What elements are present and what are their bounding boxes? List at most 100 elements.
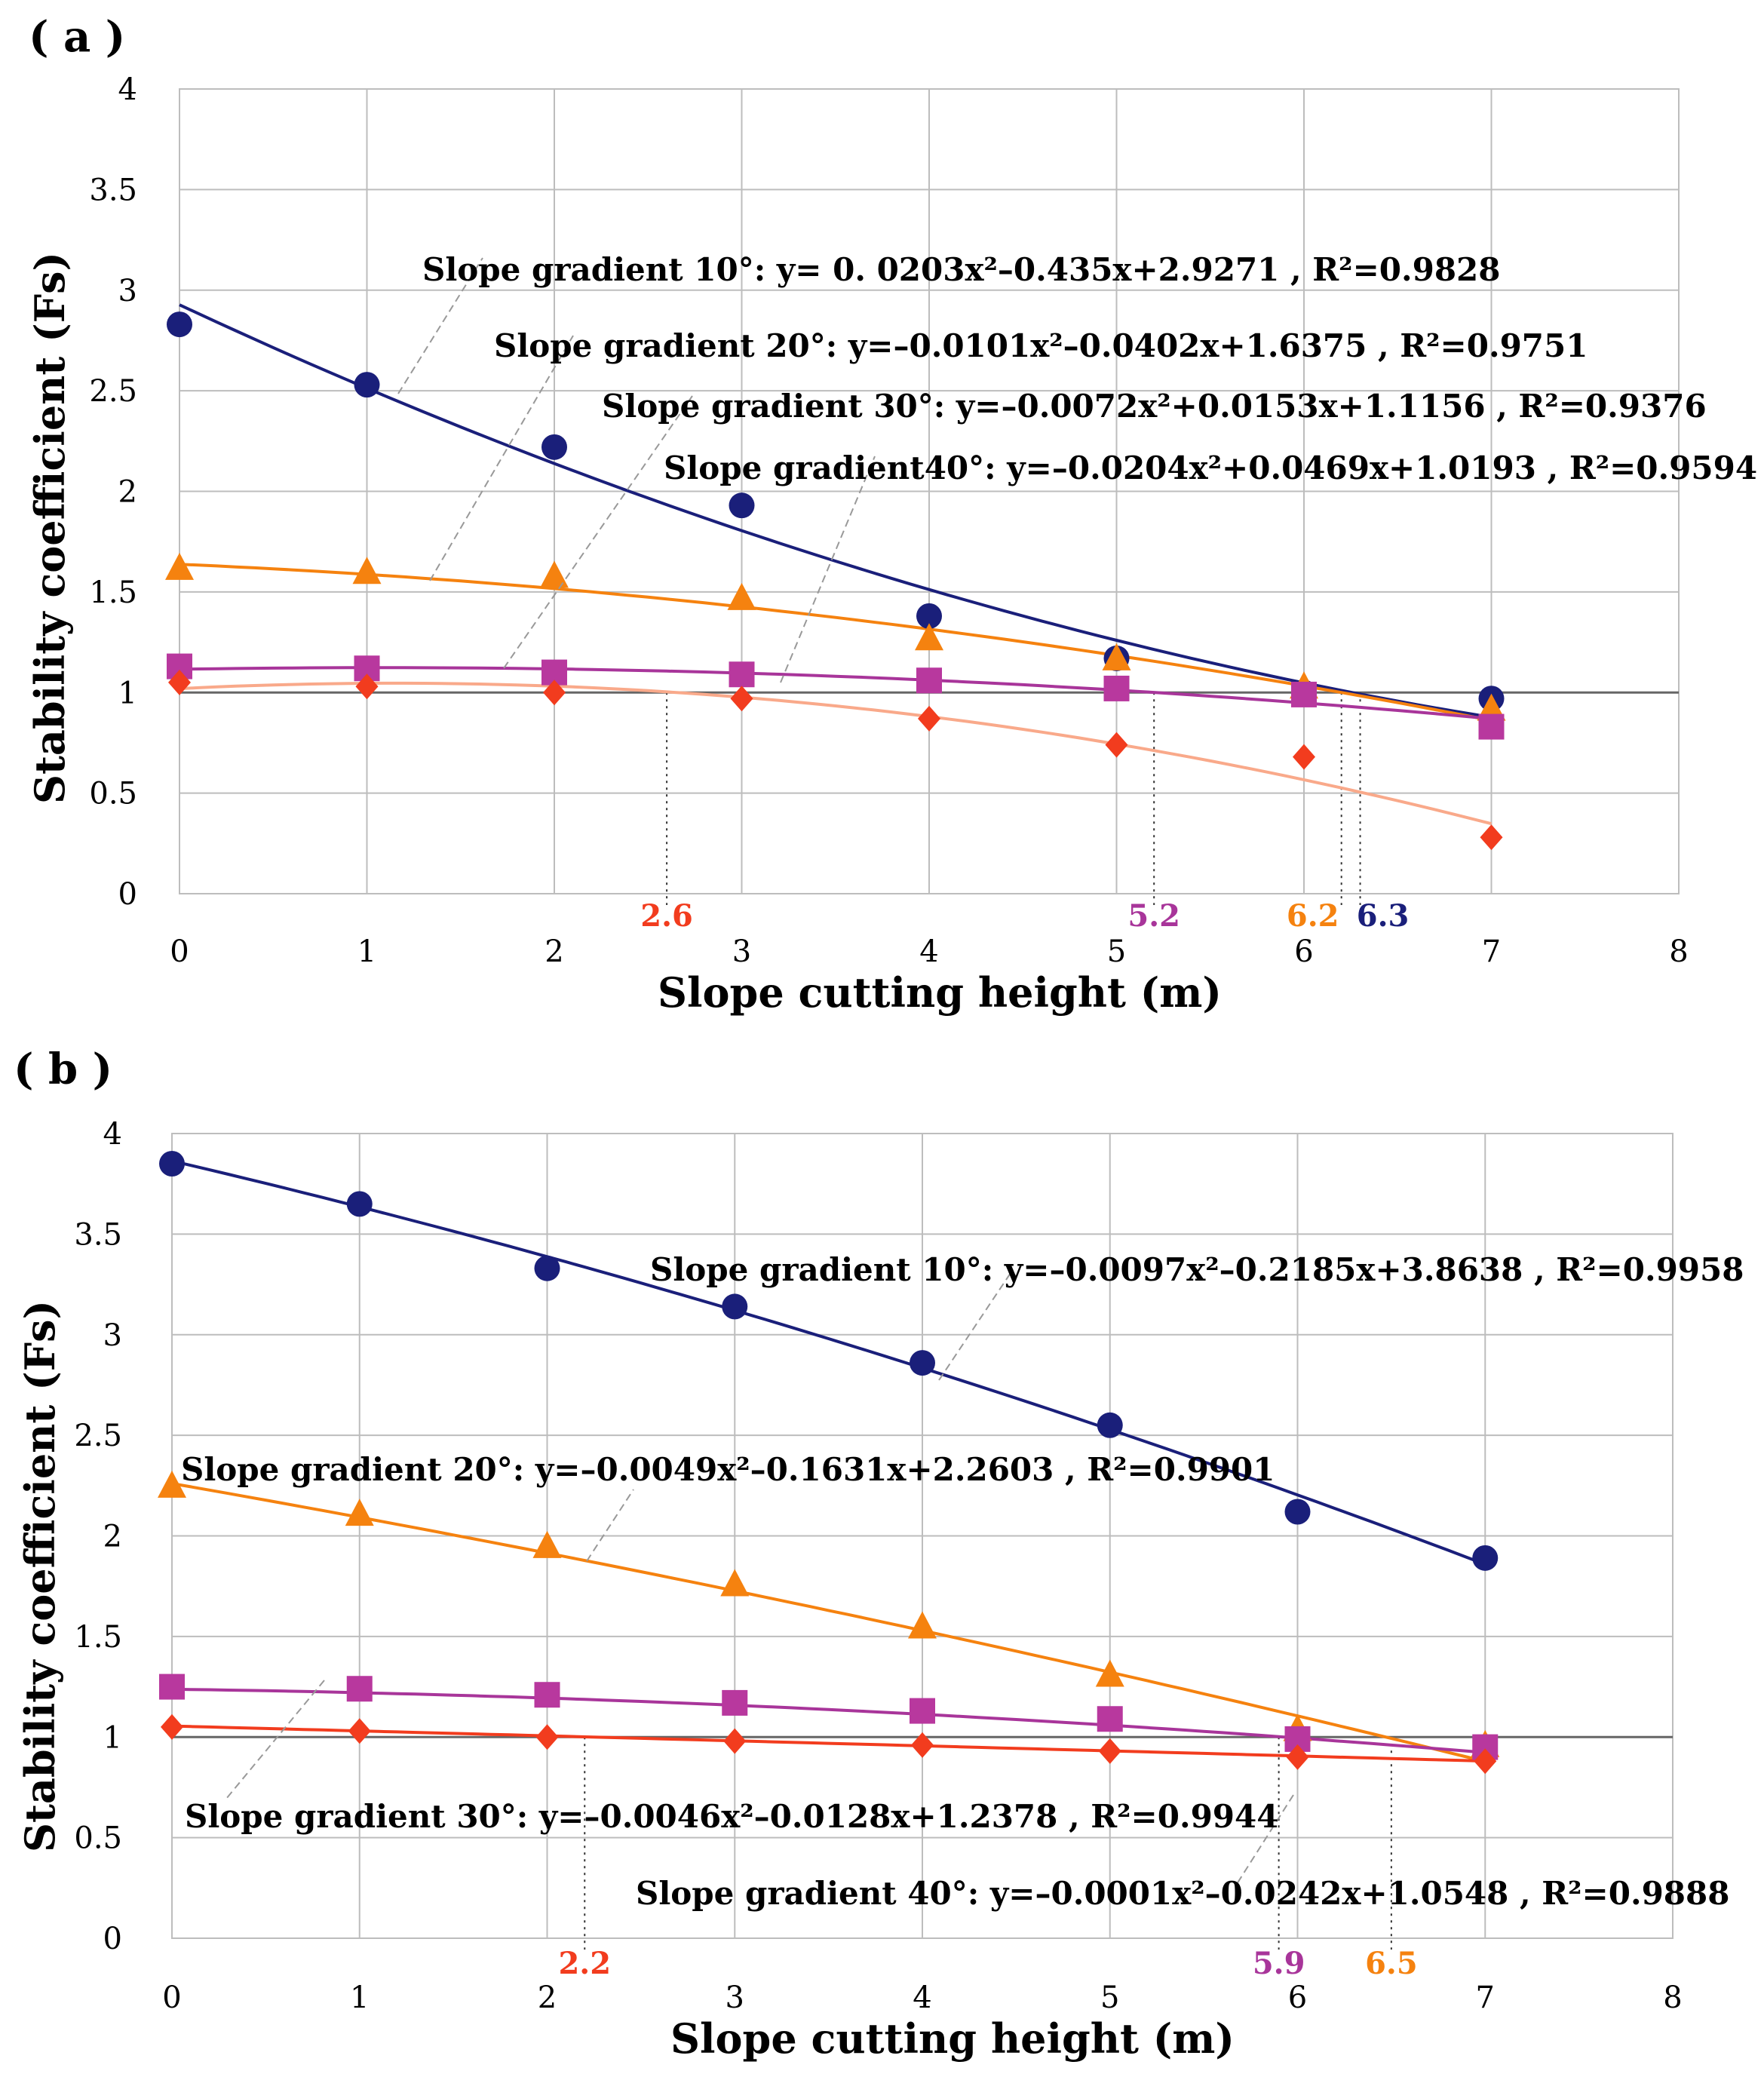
x-tick-3: 3 [726,1980,744,2015]
point-40deg-4 [918,705,940,732]
equation-a-30: Slope gradient 30°: y=–0.0072x²+0.0153x+… [602,388,1707,425]
x-tick-7: 7 [1482,934,1501,969]
x-tick-8: 8 [1669,934,1688,969]
point-40deg-0 [168,669,191,695]
trendline-10deg [179,303,1492,719]
point-40deg-2 [535,1724,559,1750]
y-tick-2.5: 2.5 [74,1419,122,1453]
point-30deg-7 [1478,713,1505,740]
x-tick-5: 5 [1100,1980,1119,2015]
y-tick-0.5: 0.5 [74,1821,122,1856]
leader-10deg [397,257,483,394]
point-10deg-7 [1472,1545,1499,1571]
point-30deg-6 [1291,681,1317,707]
point-10deg-1 [346,1191,373,1217]
point-10deg-5 [1097,1412,1123,1438]
panel-label-a: ( a ) [29,12,125,62]
equation-b-30: Slope gradient 30°: y=–0.0046x²–0.0128x+… [185,1798,1278,1835]
point-30deg-4 [910,1698,935,1724]
x-axis-title-b: Slope cutting height (m) [670,2014,1235,2063]
ticks-a: 0 1 2 3 4 5 6 7 8 0 0.5 1 1.5 2 2.5 3 3.5 4 [89,72,1688,969]
trendlines-b [171,1159,1486,1763]
x-tick-3: 3 [732,934,751,969]
point-40deg-7 [1480,824,1503,851]
point-10deg-0 [159,1151,185,1177]
x-tick-7: 7 [1476,1980,1495,2015]
trendline-30deg [179,666,1492,720]
equation-leaders-b [225,1272,1294,1885]
x-tick-2: 2 [545,934,563,969]
equation-a-20: Slope gradient 20°: y=–0.0101x²–0.0402x+… [494,327,1588,364]
point-40deg-4 [911,1732,934,1758]
trendline-20deg [171,1482,1486,1763]
point-20deg-0 [165,552,194,580]
point-40deg-6 [1286,1744,1309,1770]
threshold-lines-b: 6.5 5.9 2.2 [558,1737,1418,1981]
x-tick-2: 2 [538,1980,557,2015]
data-points-a [165,311,1506,851]
threshold-label-5.9: 5.9 [1253,1946,1305,1981]
leader-40deg [1236,1794,1294,1885]
threshold-label-2.2: 2.2 [558,1946,611,1981]
y-axis-title-b: Stability coefficient (Fs) [16,1300,64,1852]
x-tick-6: 6 [1288,1980,1307,2015]
point-10deg-3 [729,492,755,519]
trendlines-a [179,303,1492,826]
point-30deg-3 [729,661,755,688]
x-tick-6: 6 [1294,934,1313,969]
x-tick-4: 4 [913,1980,931,2015]
equation-b-20: Slope gradient 20°: y=–0.0049x²–0.1631x+… [181,1451,1275,1488]
x-tick-1: 1 [357,934,376,969]
point-20deg-4 [908,1611,937,1639]
equations-a: Slope gradient 10°: y= 0. 0203x²–0.435x+… [422,251,1757,486]
threshold-label-6.5: 6.5 [1365,1946,1418,1981]
point-10deg-4 [916,603,942,629]
trendline-10deg [171,1159,1486,1566]
point-30deg-1 [346,1676,373,1702]
y-tick-3: 3 [118,274,137,308]
x-tick-1: 1 [350,1980,369,2015]
point-30deg-2 [534,1682,560,1708]
leader-30deg [503,395,693,669]
point-40deg-1 [348,1718,371,1744]
leader-20deg [586,1489,634,1562]
ticks-b: 0 1 2 3 4 5 6 7 8 0 0.5 1 1.5 2 2.5 3 3.5 4 [74,1117,1682,2015]
trendline-20deg [179,563,1492,723]
x-axis-title-a: Slope cutting height (m) [658,968,1222,1017]
x-tick-5: 5 [1107,934,1126,969]
point-40deg-5 [1105,732,1128,758]
y-tick-1: 1 [103,1720,122,1755]
point-40deg-3 [723,1728,747,1754]
panel-label-b: ( b ) [14,1045,112,1094]
x-tick-0: 0 [162,1980,181,2015]
point-30deg-3 [722,1689,748,1716]
y-tick-1: 1 [118,676,137,710]
point-10deg-2 [534,1255,560,1281]
point-10deg-2 [541,434,567,460]
equation-a-10: Slope gradient 10°: y= 0. 0203x²–0.435x+… [422,251,1501,288]
y-tick-2: 2 [118,475,137,510]
y-tick-0: 0 [103,1922,122,1956]
y-tick-3.5: 3.5 [74,1217,122,1252]
point-40deg-6 [1293,744,1315,770]
x-tick-8: 8 [1663,1980,1682,2015]
leader-20deg [429,335,574,581]
point-20deg-4 [915,623,943,651]
plot-border [179,88,1680,894]
y-tick-0: 0 [118,877,137,912]
grid-a [179,88,1680,894]
threshold-lines-a: 6.3 6.2 5.2 2.6 [640,692,1409,934]
point-10deg-1 [354,372,380,398]
equation-b-10: Slope gradient 10°: y=–0.0097x²–0.2185x+… [650,1251,1744,1288]
point-30deg-4 [916,667,942,694]
trendline-40deg [179,681,1492,826]
equation-a-40: Slope gradient40°: y=–0.0204x²+0.0469x+1… [664,449,1757,486]
y-tick-0.5: 0.5 [89,777,137,811]
equation-b-40: Slope gradient 40°: y=–0.0001x²–0.0242x+… [636,1875,1729,1912]
point-30deg-5 [1103,675,1130,701]
point-20deg-3 [727,582,756,610]
y-tick-3.5: 3.5 [89,173,137,207]
point-40deg-2 [543,680,566,706]
threshold-label-2.6: 2.6 [640,898,693,934]
